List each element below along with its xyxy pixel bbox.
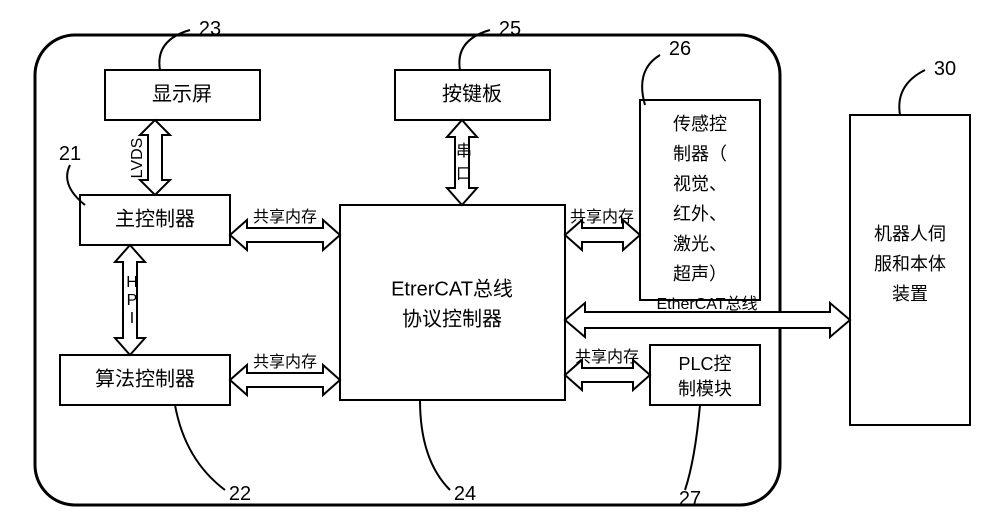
lvds-arrow[interactable]: LVDS <box>129 120 170 195</box>
keypad-box[interactable]: 按键板 <box>395 70 550 120</box>
callout-27-line <box>685 405 700 490</box>
callout-24-num: 24 <box>454 483 476 505</box>
hpi-label-h: H <box>126 274 138 291</box>
serial-arrow[interactable]: 串 口 <box>447 120 477 205</box>
robot-box: 机器人伺 服和本体 装置 <box>850 115 970 425</box>
shmem4-label: 共享内存 <box>575 348 639 366</box>
bus-controller-label1: EtrerCAT总线 <box>391 277 513 300</box>
diagram-root: 显示屏 23 按键板 25 主控制器 21 算法控制器 22 EtrerCAT总… <box>0 0 1000 524</box>
bus-controller-label2: 协议控制器 <box>402 307 502 330</box>
sensor-line-4: 激光、 <box>673 234 727 254</box>
callout-27-num: 27 <box>679 488 701 510</box>
lvds-label: LVDS <box>129 138 146 179</box>
callout-25-num: 25 <box>499 18 521 40</box>
callout-21-num: 21 <box>59 143 81 165</box>
main-controller-box: 主控制器 <box>80 195 230 245</box>
display-label: 显示屏 <box>152 83 212 105</box>
shmem3-label: 共享内存 <box>570 208 634 226</box>
callout-24-line <box>420 400 450 490</box>
robot-line-1: 服和本体 <box>874 254 946 274</box>
plc-label1: PLC控 <box>678 354 731 374</box>
shmem2-arrow[interactable]: 共享内存 <box>230 353 340 395</box>
shmem3-arrow[interactable]: 共享内存 <box>565 208 640 250</box>
shmem2-label: 共享内存 <box>253 353 317 371</box>
sensor-line-1: 制器（ <box>673 144 727 164</box>
robot-line-2: 装置 <box>892 284 928 304</box>
callout-30-line <box>899 70 925 115</box>
serial-label-1: 串 <box>456 142 472 160</box>
plc-label2: 制模块 <box>678 379 732 399</box>
sensor-line-3: 红外、 <box>673 204 727 224</box>
sensor-line-5: 超声） <box>673 264 727 284</box>
callout-26-line <box>642 55 660 105</box>
shmem4-arrow[interactable]: 共享内存 <box>565 348 650 390</box>
plc-box: PLC控 制模块 <box>650 345 760 405</box>
keypad-label: 按键板 <box>442 82 502 105</box>
callout-23-num: 23 <box>199 18 221 40</box>
shmem1-label: 共享内存 <box>253 208 317 226</box>
callout-26-num: 26 <box>669 38 691 60</box>
algo-controller-label: 算法控制器 <box>95 367 195 390</box>
ethercat-arrow[interactable]: EtherCAT总线 <box>565 295 850 337</box>
ethercat-label: EtherCAT总线 <box>656 295 757 313</box>
sensor-controller-box: 传感控 制器（ 视觉、 红外、 激光、 超声） <box>640 100 760 300</box>
shmem1-arrow[interactable]: 共享内存 <box>230 208 340 250</box>
hpi-arrow[interactable]: H P I <box>115 245 145 355</box>
serial-label-2: 口 <box>456 166 472 183</box>
display-box: 显示屏 <box>105 70 260 120</box>
sensor-line-2: 视觉、 <box>673 174 727 194</box>
callout-22-num: 22 <box>229 483 251 505</box>
callout-22-line <box>175 405 225 490</box>
robot-line-0: 机器人伺 <box>874 224 946 244</box>
main-controller-label: 主控制器 <box>115 207 195 230</box>
algo-controller-box: 算法控制器 <box>60 355 230 405</box>
hpi-label-p: P <box>127 292 138 309</box>
callout-30-num: 30 <box>934 58 956 80</box>
hpi-label-i: I <box>130 310 134 327</box>
sensor-line-0: 传感控 <box>673 114 727 134</box>
bus-controller-box: EtrerCAT总线 协议控制器 <box>340 205 565 400</box>
